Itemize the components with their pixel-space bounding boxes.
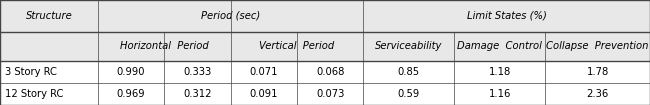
Text: Vertical  Period: Vertical Period — [259, 41, 335, 51]
Text: 0.85: 0.85 — [398, 67, 420, 77]
Text: 2.36: 2.36 — [586, 89, 608, 99]
Text: Collapse  Prevention: Collapse Prevention — [547, 41, 649, 51]
Text: 0.073: 0.073 — [316, 89, 344, 99]
Text: 0.59: 0.59 — [398, 89, 420, 99]
Text: Period (sec): Period (sec) — [201, 11, 260, 21]
Text: Limit States (%): Limit States (%) — [467, 11, 547, 21]
Text: Serviceability: Serviceability — [375, 41, 443, 51]
Text: Horizontal  Period: Horizontal Period — [120, 41, 209, 51]
Text: 0.333: 0.333 — [183, 67, 211, 77]
Text: 1.18: 1.18 — [489, 67, 511, 77]
Text: 0.071: 0.071 — [250, 67, 278, 77]
Text: 1.16: 1.16 — [489, 89, 511, 99]
Text: Damage  Control: Damage Control — [458, 41, 542, 51]
Text: 0.091: 0.091 — [250, 89, 278, 99]
Text: 0.068: 0.068 — [316, 67, 344, 77]
Text: 12 Story RC: 12 Story RC — [5, 89, 64, 99]
Text: 1.78: 1.78 — [586, 67, 608, 77]
Text: 0.990: 0.990 — [117, 67, 146, 77]
Text: Structure: Structure — [25, 11, 72, 21]
Text: 0.312: 0.312 — [183, 89, 212, 99]
Text: 0.969: 0.969 — [117, 89, 146, 99]
Text: 3 Story RC: 3 Story RC — [5, 67, 57, 77]
